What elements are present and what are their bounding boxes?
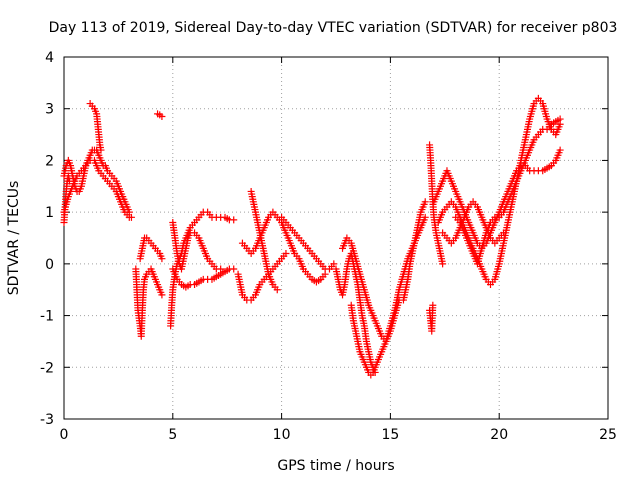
data-points	[60, 94, 564, 379]
y-tick-label: 3	[45, 102, 54, 118]
chart-title: Day 113 of 2019, Sidereal Day-to-day VTE…	[49, 20, 618, 36]
y-tick-label: -3	[40, 412, 54, 428]
axis-ticks: 0 5 10 15 20 25 -3 -2 -1 0 1 2 3 4	[40, 50, 617, 443]
series-track-d	[60, 172, 73, 226]
y-tick-label: 1	[45, 205, 54, 221]
data-point	[127, 213, 135, 221]
data-point	[500, 229, 508, 237]
x-tick-label: 25	[599, 427, 617, 443]
x-tick-label: 15	[381, 427, 399, 443]
series-track-g	[136, 234, 166, 263]
series-track-e	[154, 110, 166, 120]
x-tick-label: 0	[60, 427, 69, 443]
data-point	[421, 198, 429, 206]
series-track-x	[439, 198, 508, 247]
x-tick-label: 5	[168, 427, 177, 443]
series-track-j	[169, 218, 225, 273]
x-tick-label: 10	[273, 427, 291, 443]
data-point	[556, 115, 564, 123]
series-track-i	[169, 265, 238, 291]
data-point	[230, 265, 238, 273]
series-track-f	[132, 265, 166, 340]
y-tick-label: -1	[40, 309, 54, 325]
y-tick-label: 2	[45, 153, 54, 169]
x-tick-label: 20	[490, 427, 508, 443]
data-point	[217, 265, 225, 273]
plot-border	[63, 56, 609, 420]
series-track-s	[426, 141, 447, 268]
data-point	[158, 255, 166, 263]
series-track-r	[399, 198, 429, 304]
y-tick-label: -2	[40, 360, 54, 376]
data-point	[125, 208, 133, 216]
series-track-k	[234, 250, 290, 304]
y-tick-label: 0	[45, 257, 54, 273]
series-track-o	[332, 250, 379, 376]
series-track-u	[430, 146, 564, 252]
data-point	[556, 146, 564, 154]
series-track-c	[86, 100, 105, 154]
data-point	[97, 146, 105, 154]
data-point	[429, 301, 437, 309]
y-tick-label: 4	[45, 50, 54, 66]
y-axis-label: SDTVAR / TECUs	[6, 181, 22, 296]
series-track-n	[278, 213, 338, 273]
data-point	[230, 216, 238, 224]
data-point	[158, 291, 166, 299]
data-point	[439, 260, 447, 268]
data-point	[65, 177, 73, 185]
series-track-w	[452, 115, 564, 268]
series-track-t	[426, 301, 437, 335]
x-axis-label: GPS time / hours	[277, 458, 394, 474]
data-point	[158, 112, 166, 120]
series-track-m	[247, 187, 281, 294]
data-point	[330, 260, 338, 268]
data-point	[282, 250, 290, 258]
series-track-b	[60, 146, 133, 216]
data-point	[273, 286, 281, 294]
